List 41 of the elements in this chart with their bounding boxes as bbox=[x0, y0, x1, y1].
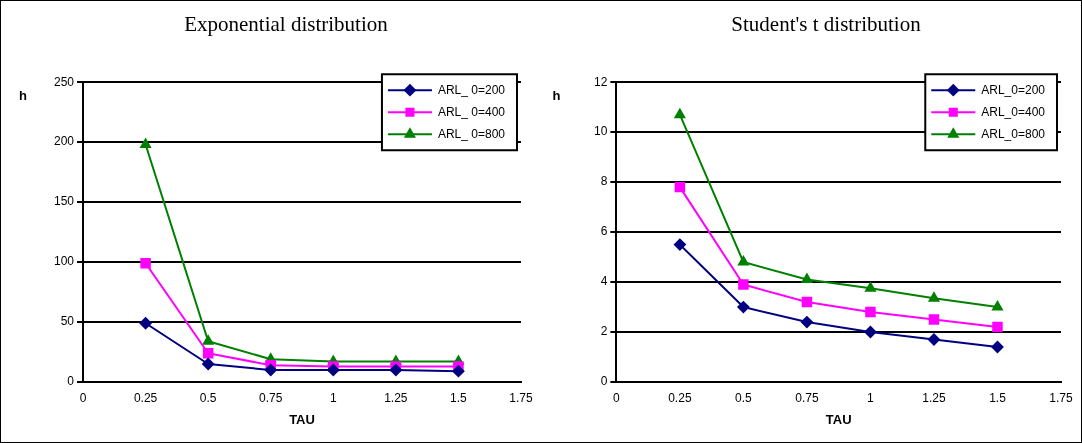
y-tick-label: 150 bbox=[53, 194, 75, 209]
legend-label: ARL_ 0=200 bbox=[437, 82, 506, 97]
x-tick-label: 1 bbox=[329, 390, 337, 405]
y-tick-label: 8 bbox=[600, 174, 608, 189]
y-tick-label: 6 bbox=[600, 224, 608, 239]
x-tick-label: 1.25 bbox=[384, 390, 408, 405]
x-tick-label: 0 bbox=[79, 390, 87, 405]
legend-label: ARL_ 0=800 bbox=[437, 126, 506, 141]
y-tick-label: 250 bbox=[53, 74, 75, 89]
x-axis-title: TAU bbox=[825, 411, 852, 427]
y-tick-label: 200 bbox=[53, 134, 75, 149]
y-tick-label: 2 bbox=[600, 324, 608, 339]
x-tick-label: 0 bbox=[613, 390, 620, 405]
legend-label: ARL_0=400 bbox=[981, 104, 1046, 119]
x-tick-label: 0.5 bbox=[199, 390, 217, 405]
legend-label: ARL_0=200 bbox=[981, 82, 1046, 97]
x-tick-label: 0.75 bbox=[795, 390, 819, 405]
y-tick-label: 100 bbox=[53, 254, 75, 269]
y-tick-label: 10 bbox=[593, 124, 608, 139]
y-tick-label: 50 bbox=[60, 314, 75, 329]
chart-title: Student's t distribution bbox=[731, 12, 922, 37]
chart-title: Exponential distribution bbox=[184, 12, 389, 37]
x-tick-label: 1.5 bbox=[989, 390, 1007, 405]
x-tick-label: 1 bbox=[867, 390, 875, 405]
x-axis-title: TAU bbox=[289, 411, 315, 427]
y-tick-label: 0 bbox=[67, 374, 75, 389]
y-tick-label: 0 bbox=[600, 374, 608, 389]
x-tick-label: 1.25 bbox=[922, 390, 946, 405]
x-tick-label: 1.75 bbox=[509, 390, 533, 405]
y-tick-label: 12 bbox=[593, 74, 608, 89]
x-tick-label: 0.75 bbox=[259, 390, 283, 405]
legend-label: ARL_0=800 bbox=[981, 126, 1046, 141]
legend-label: ARL_ 0=400 bbox=[437, 104, 506, 119]
y-axis-title: h bbox=[19, 87, 28, 103]
x-tick-label: 1.5 bbox=[450, 390, 468, 405]
x-tick-label: 0.5 bbox=[735, 390, 753, 405]
x-tick-label: 1.75 bbox=[1049, 390, 1073, 405]
y-axis-title: h bbox=[552, 87, 561, 103]
x-tick-label: 0.25 bbox=[668, 390, 692, 405]
y-tick-label: 4 bbox=[600, 274, 608, 289]
x-tick-label: 0.25 bbox=[133, 390, 158, 405]
